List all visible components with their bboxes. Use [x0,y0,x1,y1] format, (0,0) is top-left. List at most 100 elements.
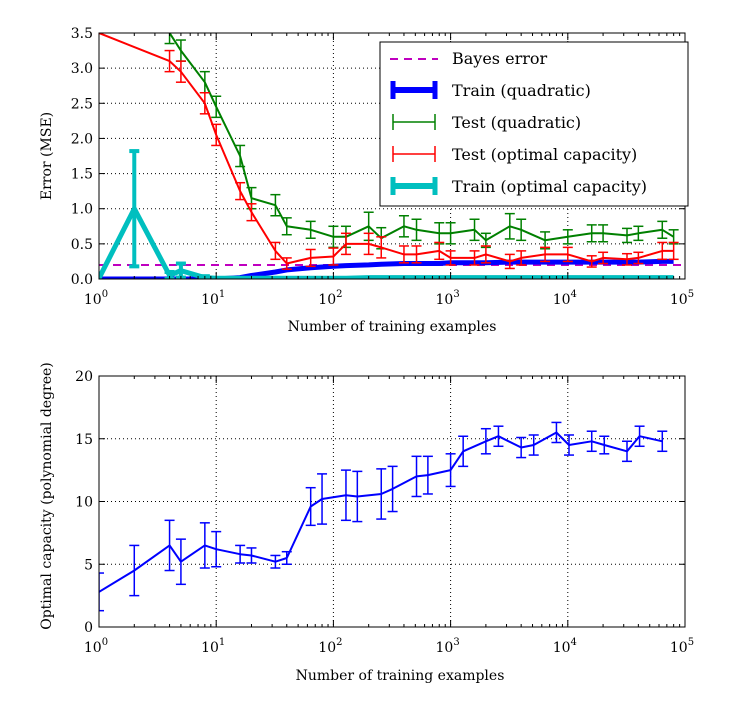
x-tick-base: 10 [84,292,102,308]
error-bar [246,547,257,564]
error-bar [376,236,387,259]
error-bar [211,95,222,119]
error-bar [175,60,186,83]
error-bar [270,241,281,261]
legend-entry-bayes-error: Bayes error [390,49,548,68]
legend-entry-test-optimal: Test (optimal capacity) [392,145,637,164]
error-bar [551,421,562,444]
error-bar [622,252,633,266]
error-bar [387,465,398,513]
y-tick-label: 1.5 [71,167,93,183]
error-bar [164,33,175,45]
y-tick-label: 0.0 [71,272,93,288]
x-tick-label: 104 [553,289,577,308]
error-bar [398,245,409,264]
y-tick-label: 0 [84,620,93,636]
error-bar [469,250,480,266]
x-tick-exponent: 1 [219,637,225,648]
x-tick-exponent: 3 [453,637,459,648]
error-bar [175,39,186,62]
error-bar [657,220,668,239]
error-bar [340,469,351,522]
error-bar [199,522,210,569]
x-tick-label: 101 [201,289,225,308]
error-chart-ylabel: Error (MSE) [39,112,55,200]
x-tick-base: 10 [670,640,688,656]
error-bar [528,434,539,456]
legend-label-test-optimal: Test (optimal capacity) [452,145,637,164]
error-bar [363,232,374,256]
y-tick-label: 5 [84,557,93,573]
series-line-test-optimal-capacity [99,33,674,265]
error-bar [352,470,363,523]
error-bar [516,436,527,459]
error-bar [235,144,246,168]
error-bar [562,229,573,245]
error-bar [480,245,491,264]
x-tick-exponent: 1 [219,289,225,300]
legend-entry-train-quadratic: Train (quadratic) [390,81,591,100]
x-tick-base: 10 [201,640,219,656]
legend-label-test-quadratic: Test (quadratic) [452,113,581,132]
error-bar [281,550,292,565]
legend-label-train-optimal: Train (optimal capacity) [452,177,647,196]
error-bar [634,425,645,448]
error-bar [598,251,609,265]
error-bar [599,435,610,455]
x-tick-exponent: 5 [688,289,694,300]
capacity-chart-series [99,421,668,612]
error-bar [516,218,527,242]
error-bar [586,255,597,268]
error-bar [622,440,633,463]
error-bar [480,427,491,455]
error-bar [469,218,480,242]
error-bar [633,251,644,265]
error-chart-xlabel: Number of training examples [288,319,497,335]
error-bar [129,544,140,597]
error-bar [398,214,409,238]
capacity-chart-grid [99,376,685,627]
legend-box [379,41,689,207]
x-tick-base: 10 [553,640,571,656]
error-bar [411,245,422,264]
x-tick-exponent: 2 [336,289,342,300]
error-bar [281,217,292,236]
error-bar [164,519,175,572]
error-bar [504,212,515,240]
series-test-quadratic [164,33,679,250]
x-tick-exponent: 4 [571,289,577,300]
legend-entry-test-quadratic: Test (quadratic) [392,113,581,132]
y-tick-label: 15 [75,432,93,448]
legend-swatch-test-optimal [392,146,436,162]
error-bar [493,425,504,448]
x-tick-label: 102 [318,637,342,656]
error-bar [340,232,351,256]
x-tick-label: 102 [318,289,342,308]
error-bar [235,544,246,564]
y-tick-label: 2.5 [71,96,93,112]
error-bar [504,253,515,270]
error-bar [235,181,246,201]
error-bar [445,250,456,266]
error-bar [328,247,339,266]
error-bar [586,430,597,453]
error-bar [562,246,573,263]
x-tick-label: 103 [435,637,459,656]
x-tick-label: 103 [435,289,459,308]
legend-swatch-test-quadratic [392,114,436,130]
x-tick-exponent: 0 [102,637,108,648]
error-bar [622,227,633,244]
error-bar [270,193,281,217]
error-bar [281,257,292,270]
capacity-chart-ylabel: Optimal capacity (polynomial degree) [39,362,55,630]
error-bar [586,224,597,243]
error-bar [129,149,140,269]
error-bar [422,455,433,495]
series-test-optimal-capacity [99,33,679,270]
legend-swatch-train-quadratic [390,81,438,99]
error-bar [211,123,222,147]
x-tick-label: 100 [84,637,108,656]
x-tick-base: 10 [553,292,571,308]
y-tick-label: 20 [75,369,93,385]
